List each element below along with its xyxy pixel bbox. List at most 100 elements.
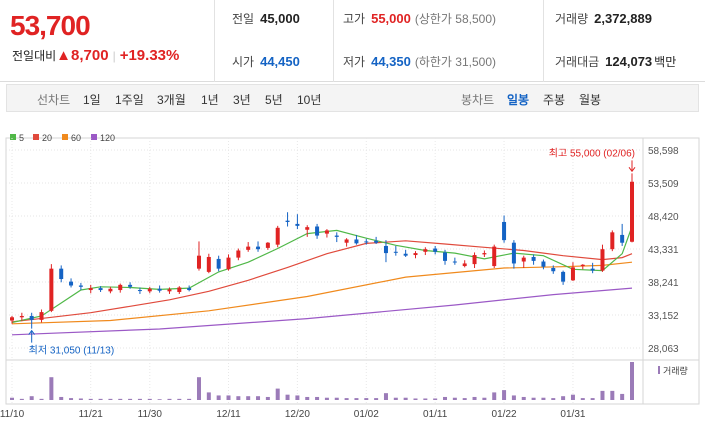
candle-body xyxy=(580,264,585,267)
y-tick-label: 33,152 xyxy=(648,311,679,322)
x-tick-label: 12/11 xyxy=(216,409,241,420)
y-tick-label: 48,420 xyxy=(648,212,679,223)
price-change: 전일대비▲8,700 | +19.33% xyxy=(12,47,180,64)
volume-bar xyxy=(147,398,152,400)
candle-body xyxy=(295,223,300,226)
candle-body xyxy=(403,253,408,256)
tab-period-1w[interactable]: 1주일 xyxy=(115,93,144,107)
x-tick-label: 01/11 xyxy=(423,409,448,420)
volume-bar xyxy=(452,397,457,400)
candle-body xyxy=(10,317,14,321)
volume-bar xyxy=(423,398,428,400)
candle-body xyxy=(452,261,457,263)
high-value: 55,000 xyxy=(371,11,411,26)
tab-period-1d[interactable]: 1일 xyxy=(83,93,101,107)
volume-bar xyxy=(246,396,251,400)
candle-body xyxy=(413,253,418,256)
open-value: 44,450 xyxy=(260,54,300,69)
change-percent: +19.33% xyxy=(119,47,180,64)
volume-bar xyxy=(137,398,142,400)
volume-bar xyxy=(521,396,526,400)
legend-label-ma120: 120 xyxy=(100,133,115,143)
candle-body xyxy=(19,315,24,318)
volume-bar xyxy=(177,398,182,400)
candle-body xyxy=(108,288,113,292)
y-tick-label: 58,598 xyxy=(648,146,679,157)
volume-bar xyxy=(620,393,625,400)
volume-bar xyxy=(236,396,241,400)
candle-body xyxy=(551,268,556,272)
legend-label-ma5: 5 xyxy=(19,133,24,143)
volume-bar xyxy=(482,397,487,400)
legend-swatch-ma60 xyxy=(62,134,68,140)
candle-body xyxy=(315,226,320,236)
ma5-line xyxy=(11,226,633,324)
volume-bar xyxy=(502,390,507,400)
ma20-line xyxy=(11,240,633,323)
volume-bar xyxy=(383,393,388,400)
x-tick-label: 11/30 xyxy=(138,409,163,420)
candle-body xyxy=(275,227,280,245)
candle-body xyxy=(256,246,261,250)
volume-bar xyxy=(590,398,595,400)
tab-period-3m[interactable]: 3개월 xyxy=(157,93,186,107)
candle-body xyxy=(393,251,398,253)
tab-candle-weekly[interactable]: 주봉 xyxy=(543,93,566,107)
volume-bar xyxy=(187,398,192,400)
candle-body xyxy=(561,271,566,282)
volume-bar xyxy=(580,398,585,400)
candle-body xyxy=(49,268,54,311)
tab-period-3y[interactable]: 3년 xyxy=(233,93,251,107)
volume-bar xyxy=(206,392,211,400)
price-plot-frame xyxy=(5,137,700,361)
volume-bar xyxy=(413,398,418,400)
candle-body xyxy=(305,227,310,230)
candle-body xyxy=(265,242,270,248)
volume-bar xyxy=(128,398,133,400)
tab-period-10y[interactable]: 10년 xyxy=(297,93,322,107)
tab-period-1y[interactable]: 1년 xyxy=(201,93,219,107)
volume-bar xyxy=(256,396,261,400)
candle-body xyxy=(59,268,64,280)
candle-body xyxy=(88,288,93,291)
candle-body xyxy=(521,257,526,262)
candle-body xyxy=(472,255,477,265)
volume-bar xyxy=(433,398,438,400)
x-tick-label: 12/20 xyxy=(285,409,310,420)
tab-candle-daily[interactable]: 일봉 xyxy=(507,93,530,107)
volume-bar xyxy=(403,397,408,400)
volume-bar xyxy=(610,390,615,400)
line-chart-title: 선차트 xyxy=(37,93,71,107)
candle-body xyxy=(196,255,201,269)
candle-chart-title: 봉차트 xyxy=(461,93,495,107)
volume-bar xyxy=(216,395,221,400)
volume-bar xyxy=(108,398,113,400)
volume-bar xyxy=(492,392,497,400)
volume-bar xyxy=(49,377,54,400)
candle-body xyxy=(118,284,123,291)
candle-body xyxy=(433,248,438,252)
up-arrow-icon: ▲ xyxy=(56,47,72,64)
low-value: 44,350 xyxy=(371,54,411,69)
volume-bar xyxy=(19,398,24,400)
candle-body xyxy=(462,263,467,267)
legend-label-ma20: 20 xyxy=(42,133,52,143)
volume-bar xyxy=(275,388,280,400)
tab-candle-monthly[interactable]: 월봉 xyxy=(579,93,602,107)
candle-body xyxy=(69,281,74,286)
candle-body xyxy=(216,258,221,269)
volume-bar xyxy=(295,395,300,400)
volume-bar xyxy=(265,396,270,400)
volume-bar xyxy=(39,398,44,400)
ma120-line xyxy=(11,287,633,336)
volume-bar xyxy=(600,390,605,400)
low-stat: 저가 44,350 (하한가 31,500) xyxy=(343,54,497,69)
tab-period-5y[interactable]: 5년 xyxy=(265,93,283,107)
volume-bar xyxy=(354,398,359,400)
prev-close-stat: 전일 45,000 xyxy=(232,11,300,26)
candle-body xyxy=(334,235,339,237)
volume-bar xyxy=(157,399,162,400)
volume-bar xyxy=(10,397,14,400)
volume-bar xyxy=(630,362,634,400)
low-arrow-icon xyxy=(28,329,36,343)
